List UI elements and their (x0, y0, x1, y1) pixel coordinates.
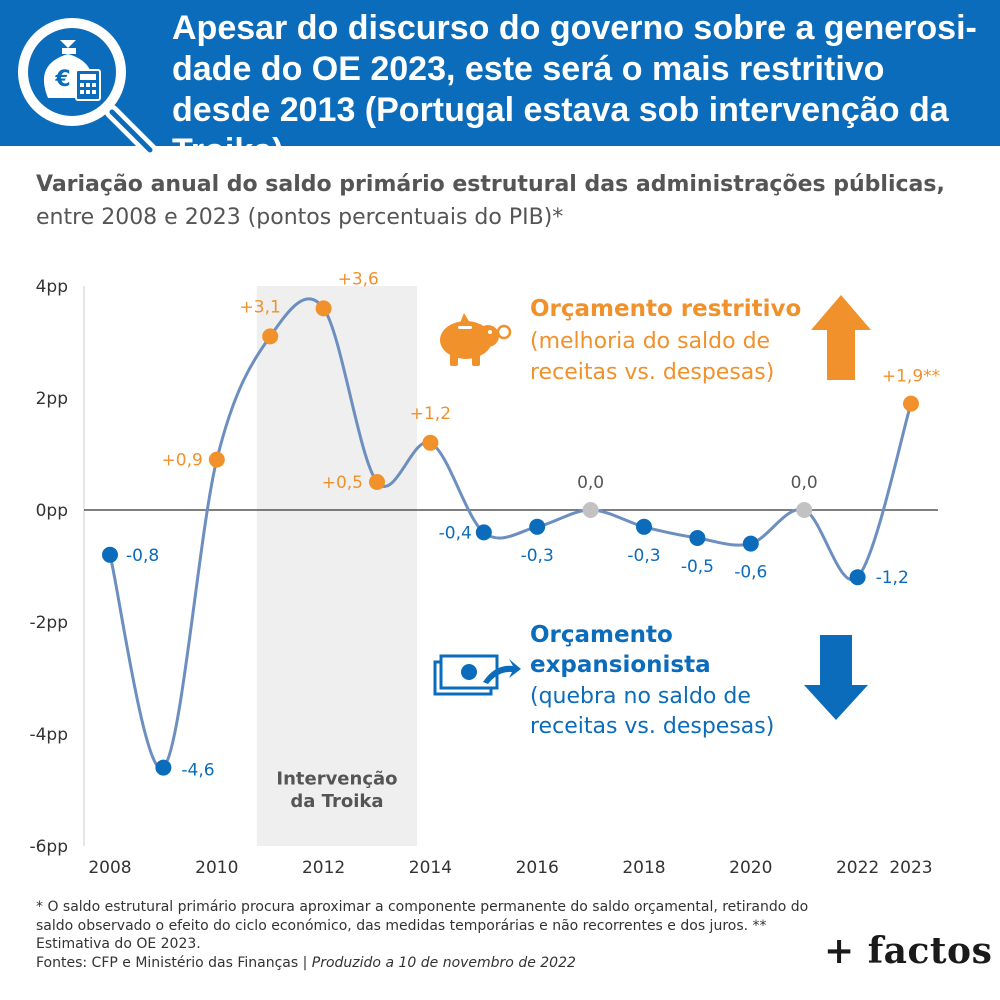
header-banner (0, 0, 1000, 146)
data-label: 0,0 (577, 473, 604, 493)
data-point (315, 300, 332, 317)
money-bag-magnifier-icon: € (18, 18, 157, 157)
brand-logo: + factos (824, 930, 993, 972)
data-label: 0,0 (791, 473, 818, 493)
y-tick-label: 0pp (36, 501, 68, 521)
expansionary-line4: receitas vs. despesas) (530, 714, 774, 739)
x-tick-label: 2008 (88, 858, 131, 878)
data-label: -0,5 (681, 557, 714, 577)
data-label: +3,1 (240, 297, 281, 317)
troika-shade (256, 286, 418, 846)
y-tick-label: 4pp (36, 277, 68, 297)
y-tick-label: -2pp (29, 613, 68, 633)
data-label: +0,5 (322, 473, 363, 493)
data-label: -1,2 (876, 568, 909, 588)
x-tick-labels: 2008 2010 2012 2014 2016 2018 2020 2022 2023 (88, 858, 932, 878)
data-point (903, 395, 919, 412)
data-point (155, 759, 172, 776)
data-point (422, 434, 439, 451)
piggy-bank-icon (440, 313, 512, 366)
x-tick-label: 2016 (516, 858, 559, 878)
subtitle-bold: Variação anual do saldo primário estrutu… (36, 172, 945, 197)
restrictive-line2: (melhoria do saldo de (530, 329, 770, 354)
data-label: -0,3 (627, 546, 660, 566)
y-tick-label: 2pp (36, 389, 68, 409)
troika-label-line2: da Troika (290, 791, 383, 812)
svg-text:€: € (54, 67, 70, 92)
expansionary-title2: expansionista (530, 652, 711, 678)
x-tick-label: 2010 (195, 858, 238, 878)
x-tick-label: 2012 (302, 858, 345, 878)
series-line (108, 297, 913, 770)
footnote-sources: Fontes: CFP e Ministério das Finanças | (36, 954, 312, 971)
data-point (262, 328, 279, 345)
y-tick-label: -4pp (29, 725, 68, 745)
header-title: Apesar do discurso do governo sobre a ge… (172, 9, 977, 170)
arrow-up-icon (811, 295, 871, 380)
data-point (208, 451, 225, 468)
data-point (369, 474, 385, 490)
subtitle-regular: entre 2008 e 2023 (pontos percentuais do… (36, 205, 564, 230)
data-point (102, 546, 118, 563)
restrictive-title: Orçamento restritivo (530, 296, 801, 322)
data-label: -0,4 (439, 523, 472, 543)
data-label: -0,3 (521, 546, 554, 566)
data-label: -0,6 (734, 563, 767, 583)
arrow-down-icon (804, 635, 868, 720)
expansionary-title1: Orçamento (530, 622, 673, 648)
x-tick-label: 2022 (836, 858, 879, 878)
data-label: +3,6 (338, 269, 379, 289)
footnote-note: * O saldo estrutural primário procura ap… (36, 899, 809, 952)
data-label: +1,9** (882, 367, 940, 387)
x-tick-label: 2023 (889, 858, 932, 878)
data-point (849, 569, 866, 586)
data-labels: -0,8 -4,6 +0,9 +3,1 +3,6 +0,5 +1,2 -0,4 -0,3 0,0 -… (126, 269, 940, 780)
footnote-produced: Produzido a 10 de novembro de 2022 (311, 954, 576, 971)
expansionary-line3: (quebra no saldo de (530, 684, 751, 709)
x-tick-label: 2020 (729, 858, 772, 878)
data-point (529, 518, 546, 535)
money-out-icon (433, 654, 521, 696)
data-label: -0,8 (126, 546, 159, 566)
data-point (636, 518, 652, 535)
data-label: -4,6 (181, 761, 214, 781)
data-point (475, 524, 492, 541)
chart-subtitle: Variação anual do saldo primário estrutu… (36, 168, 986, 234)
data-label: +1,2 (410, 404, 451, 424)
data-points (102, 300, 919, 776)
data-label: +0,9 (162, 451, 203, 471)
x-tick-label: 2018 (622, 858, 665, 878)
footnote: * O saldo estrutural primário procura ap… (36, 898, 816, 972)
y-tick-labels: 4pp 2pp 0pp -2pp -4pp -6pp (29, 277, 68, 857)
troika-label-line1: Intervenção (276, 768, 397, 789)
data-point (742, 535, 759, 552)
data-point (689, 530, 706, 546)
data-point (796, 502, 813, 518)
y-tick-label: -6pp (29, 837, 68, 857)
data-point (582, 502, 599, 518)
x-tick-label: 2014 (409, 858, 452, 878)
restrictive-line3: receitas vs. despesas) (530, 360, 774, 385)
